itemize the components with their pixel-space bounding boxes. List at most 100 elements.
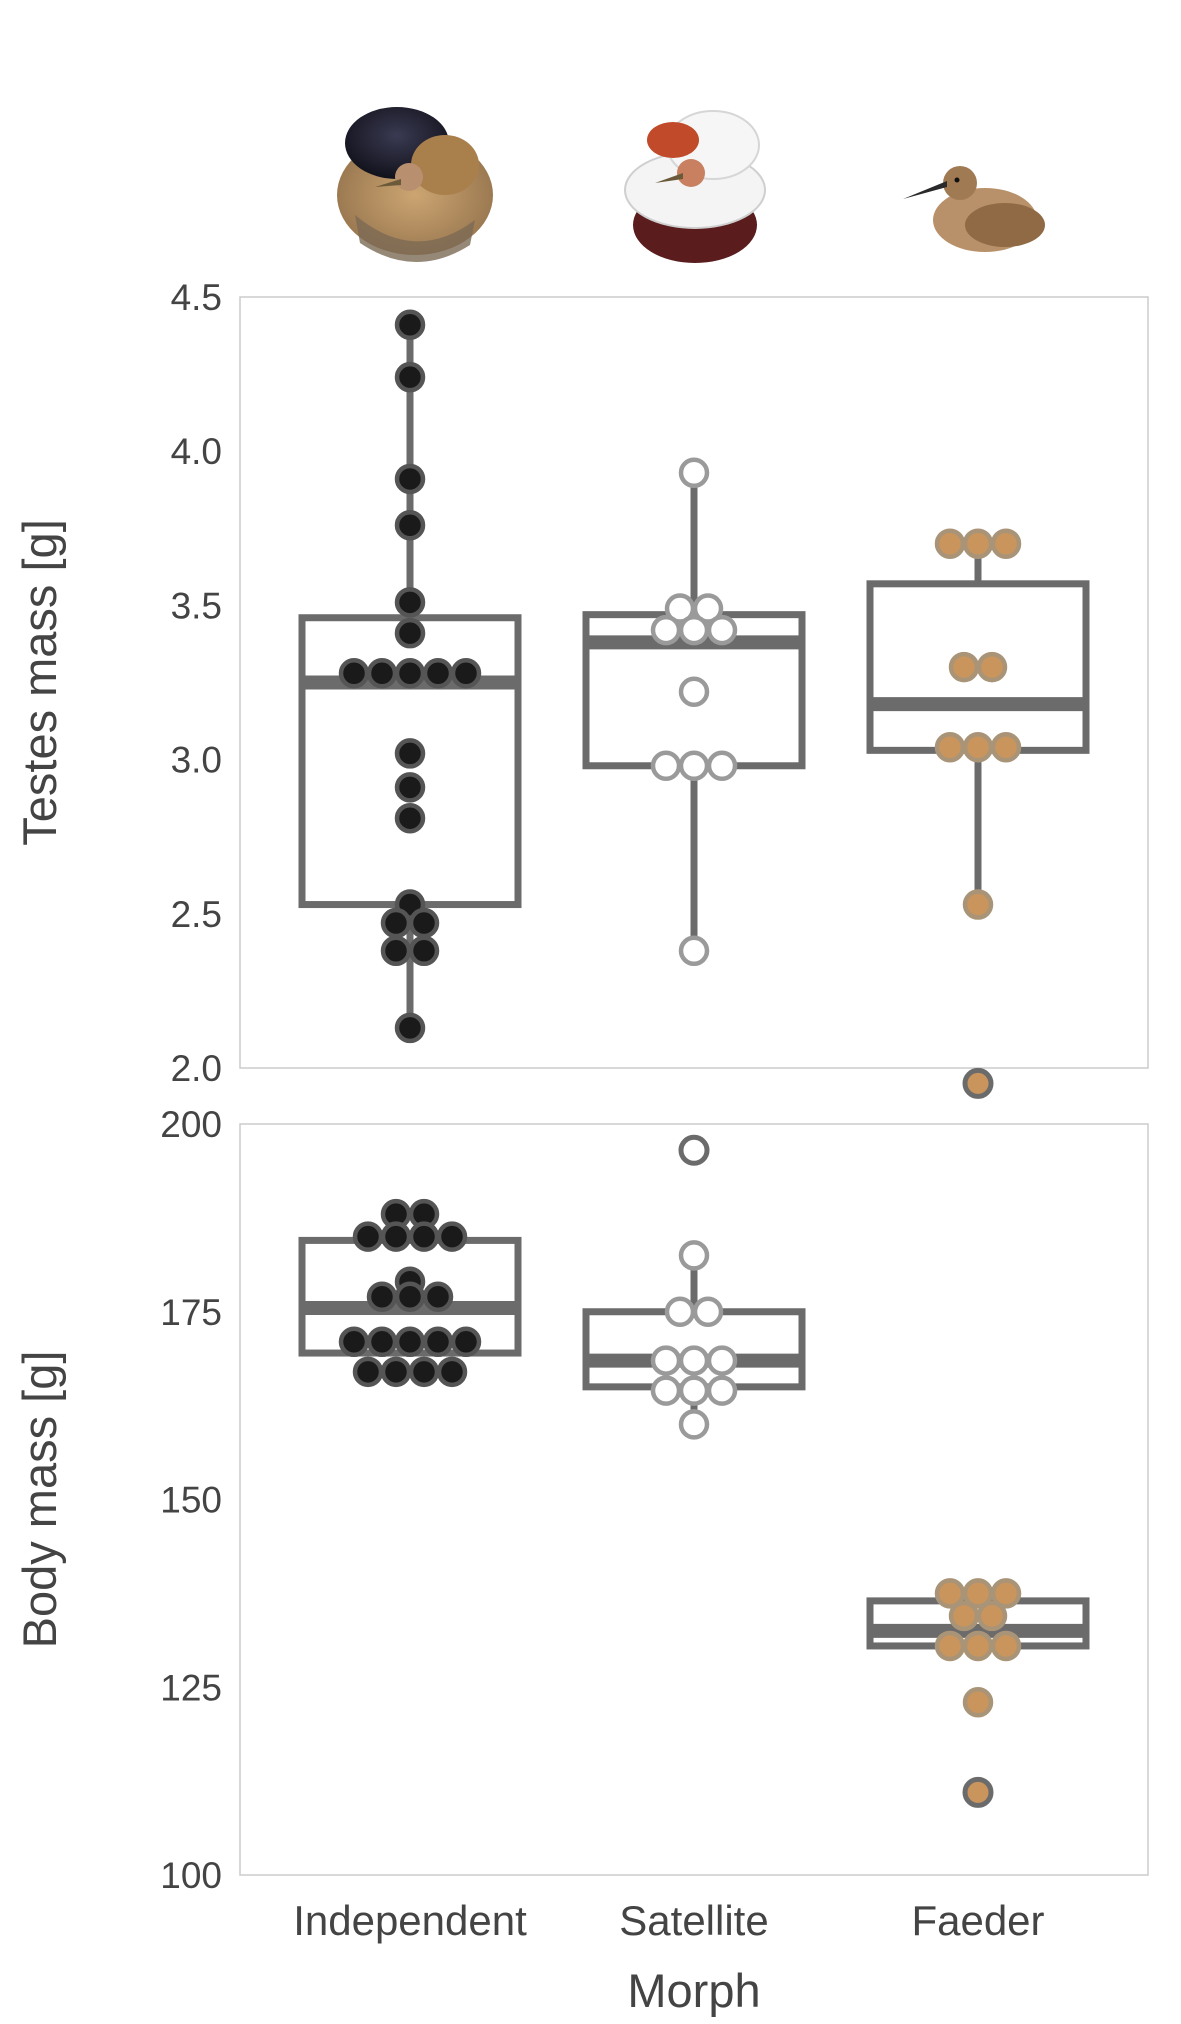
data-point: [380, 907, 412, 939]
data-point: [338, 1326, 370, 1358]
data-point: [948, 1600, 980, 1632]
data-point: [990, 528, 1022, 559]
data-point: [366, 1326, 398, 1358]
independent-bird-illustration: [337, 107, 493, 263]
box-satellite: [582, 472, 806, 951]
data-point: [962, 1687, 994, 1718]
faeder-bird-illustration: [903, 166, 1045, 252]
data-point: [678, 935, 710, 967]
data-point: [678, 457, 710, 489]
data-point: [436, 1356, 468, 1388]
y-axis-label: Body mass [g]: [13, 1351, 66, 1649]
y-tick-label: 100: [160, 1855, 222, 1896]
data-point: [380, 1356, 412, 1388]
data-point: [338, 657, 370, 689]
data-point: [394, 1012, 426, 1044]
x-tick-label: Satellite: [619, 1897, 768, 1944]
panel-1: 2.0 2.5 3.0 3.5 4.0 4.5 Testes mass [g]: [13, 277, 1149, 1099]
data-point: [962, 528, 994, 559]
box-faeder: [866, 543, 1090, 905]
data-point: [692, 1296, 724, 1327]
satellite-bird-illustration: [624, 110, 766, 263]
data-point: [422, 657, 454, 689]
data-point: [692, 593, 724, 624]
data-point: [380, 1221, 412, 1252]
data-point: [408, 1221, 440, 1252]
y-tick-label: 125: [160, 1667, 222, 1708]
data-point: [678, 1240, 710, 1271]
data-point: [394, 1326, 426, 1358]
data-point: [380, 935, 412, 967]
data-point: [394, 309, 426, 341]
data-point: [352, 1356, 384, 1388]
data-point: [366, 657, 398, 689]
data-point: [394, 657, 426, 689]
data-point: [450, 1326, 482, 1358]
data-point: [706, 750, 738, 782]
data-point: [394, 617, 426, 649]
outlier-point: [678, 1134, 710, 1166]
data-point: [664, 1296, 696, 1327]
y-tick-label: 3.0: [171, 740, 222, 781]
data-point: [678, 676, 710, 708]
plot-frame: [239, 1123, 1149, 1876]
data-point: [408, 907, 440, 939]
data-point: [394, 1281, 426, 1312]
data-point: [678, 1375, 710, 1406]
data-point: [948, 651, 980, 683]
data-point: [990, 1578, 1022, 1609]
data-point: [962, 1630, 994, 1662]
y-tick-label: 3.5: [171, 585, 222, 626]
data-point: [352, 1221, 384, 1252]
outlier-point: [962, 1067, 994, 1099]
outlier-point: [962, 1776, 994, 1808]
points-satellite: [650, 1134, 738, 1440]
data-point: [990, 732, 1022, 763]
plot-frame: [239, 296, 1149, 1069]
data-point: [990, 1630, 1022, 1662]
data-point: [394, 509, 426, 541]
points-satellite: [650, 457, 738, 967]
data-point: [366, 1281, 398, 1312]
points-faeder: [934, 528, 1022, 1099]
data-point: [422, 1326, 454, 1358]
data-point: [650, 1375, 682, 1406]
points-independent: [338, 1198, 482, 1388]
data-point: [934, 1630, 966, 1662]
x-tick-label: Faeder: [911, 1897, 1044, 1944]
x-tick-label: Independent: [293, 1897, 527, 1944]
data-point: [394, 772, 426, 803]
data-point: [962, 889, 994, 920]
data-point: [408, 1356, 440, 1388]
data-point: [650, 750, 682, 782]
data-point: [408, 935, 440, 967]
data-point: [422, 1281, 454, 1312]
points-faeder: [934, 1578, 1022, 1808]
y-tick-label: 200: [160, 1104, 222, 1145]
x-axis-label: Morph: [627, 1964, 760, 2017]
data-point: [394, 738, 426, 769]
data-point: [706, 614, 738, 646]
data-point: [678, 1409, 710, 1440]
data-point: [678, 1345, 710, 1376]
data-point: [976, 1600, 1008, 1632]
y-axis-label: Testes mass [g]: [13, 519, 66, 846]
data-point: [962, 732, 994, 763]
data-point: [650, 614, 682, 646]
y-tick-label: 2.0: [171, 1048, 222, 1089]
data-point: [394, 587, 426, 618]
data-point: [706, 1375, 738, 1406]
data-point: [706, 1345, 738, 1376]
data-point: [934, 528, 966, 559]
points-independent: [338, 309, 482, 1044]
y-tick-label: 175: [160, 1292, 222, 1333]
data-point: [394, 463, 426, 495]
y-tick-label: 150: [160, 1480, 222, 1521]
y-tick-label: 4.0: [171, 431, 222, 472]
data-point: [678, 750, 710, 782]
data-point: [678, 614, 710, 646]
data-point: [436, 1221, 468, 1252]
data-point: [934, 732, 966, 763]
data-point: [976, 651, 1008, 683]
